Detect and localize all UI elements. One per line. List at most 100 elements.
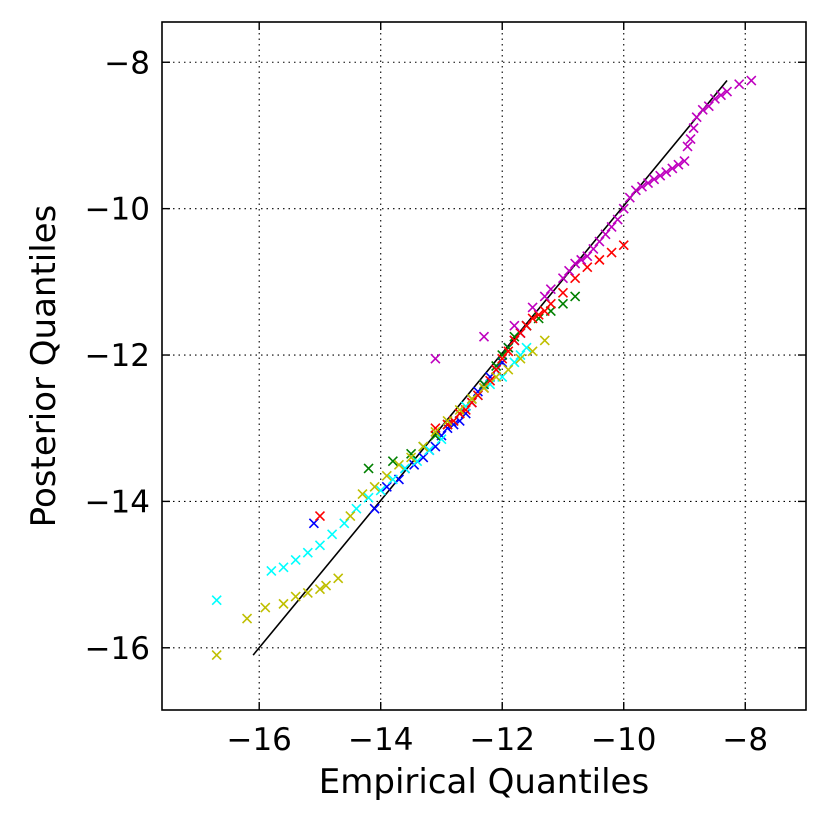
- data-point: [521, 342, 532, 353]
- data-point: [679, 155, 690, 167]
- data-point: [618, 203, 629, 214]
- data-point: [594, 236, 605, 247]
- data-point: [478, 331, 490, 342]
- data-point: [472, 390, 483, 401]
- data-point: [655, 170, 666, 181]
- data-point: [278, 598, 289, 609]
- data-point: [691, 112, 702, 123]
- data-point: [211, 650, 222, 661]
- data-point: [387, 474, 398, 485]
- data-point: [302, 587, 313, 598]
- data-point: [406, 452, 417, 463]
- data-point: [636, 181, 648, 192]
- y-tick-label: −10: [85, 192, 150, 228]
- data-point: [527, 313, 538, 324]
- data-point: [612, 214, 623, 225]
- data-point: [436, 434, 447, 445]
- data-point: [442, 419, 453, 430]
- data-point: [576, 254, 587, 265]
- data-point: [381, 470, 392, 481]
- data-point: [509, 331, 520, 342]
- data-point: [430, 353, 441, 364]
- data-point: [661, 166, 672, 178]
- data-point: [369, 503, 380, 514]
- data-point: [308, 518, 319, 529]
- data-point: [606, 247, 617, 258]
- data-point: [709, 93, 720, 104]
- data-point: [570, 258, 581, 269]
- data-point: [685, 134, 696, 145]
- data-point: [393, 459, 405, 470]
- data-point: [314, 510, 326, 522]
- data-point: [290, 591, 301, 602]
- data-point: [442, 423, 453, 434]
- data-point: [642, 177, 654, 189]
- data-point: [497, 353, 508, 364]
- data-point: [472, 386, 483, 397]
- data-point: [241, 613, 253, 624]
- data-point: [563, 265, 575, 276]
- data-point: [333, 573, 344, 584]
- data-point: [454, 408, 465, 419]
- data-point: [557, 287, 569, 298]
- x-tick-label: −10: [591, 722, 656, 758]
- data-point: [381, 481, 392, 492]
- data-point: [478, 382, 490, 394]
- data-point: [582, 262, 593, 273]
- data-point: [418, 452, 429, 463]
- y-tick-label: −8: [104, 45, 150, 81]
- data-point: [509, 320, 520, 331]
- data-point: [545, 298, 556, 309]
- x-tick-label: −16: [226, 722, 291, 758]
- data-point: [606, 221, 617, 233]
- data-point: [345, 510, 356, 522]
- data-point: [570, 291, 581, 302]
- data-point: [515, 327, 526, 339]
- data-point: [290, 554, 301, 566]
- scatter-points: [211, 75, 757, 661]
- plot-frame: [161, 21, 807, 711]
- data-point: [624, 192, 635, 203]
- data-point: [667, 163, 678, 174]
- data-point: [527, 302, 538, 313]
- data-point: [515, 349, 526, 361]
- y-tick-label: −16: [85, 631, 150, 667]
- data-point: [466, 397, 477, 408]
- x-axis-ticks: −16 −14 −12 −10 −8: [226, 22, 768, 758]
- data-point: [266, 565, 277, 577]
- data-point: [357, 489, 368, 500]
- series-4: [430, 75, 757, 364]
- data-point: [406, 448, 417, 459]
- y-axis-ticks: −16 −14 −12 −10 −8: [85, 45, 806, 667]
- x-axis-label: Empirical Quantiles: [319, 762, 649, 802]
- data-point: [703, 101, 714, 112]
- data-point: [454, 404, 465, 415]
- data-point: [697, 104, 708, 115]
- y-tick-label: −14: [85, 484, 150, 520]
- x-tick-label: −14: [348, 722, 413, 758]
- data-point: [509, 335, 520, 346]
- data-point: [557, 298, 569, 309]
- data-point: [557, 273, 569, 284]
- data-point: [302, 547, 313, 558]
- data-point: [399, 463, 411, 474]
- data-point: [509, 357, 520, 368]
- data-point: [721, 86, 733, 97]
- data-point: [497, 349, 508, 361]
- data-point: [503, 346, 514, 357]
- data-point: [688, 123, 699, 134]
- data-point: [515, 353, 526, 364]
- data-point: [491, 364, 502, 375]
- data-point: [211, 595, 222, 606]
- data-point: [539, 291, 550, 302]
- data-point: [278, 562, 289, 573]
- data-point: [539, 306, 550, 317]
- data-point: [363, 492, 374, 503]
- data-point: [521, 320, 532, 331]
- x-tick-label: −8: [722, 722, 768, 758]
- data-point: [430, 430, 441, 441]
- data-point: [570, 273, 581, 284]
- reference-line-group: [252, 80, 728, 656]
- data-point: [387, 456, 398, 467]
- data-point: [497, 357, 508, 368]
